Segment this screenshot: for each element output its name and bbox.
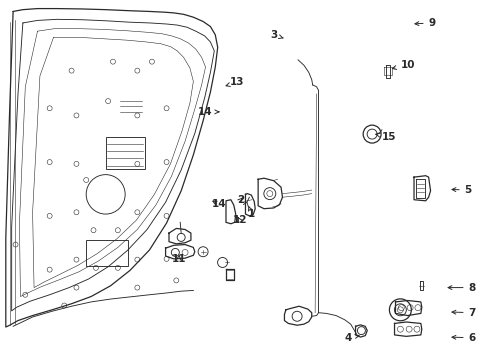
Text: 14: 14 xyxy=(211,199,226,210)
Text: 2: 2 xyxy=(237,195,244,205)
Text: 6: 6 xyxy=(451,333,475,343)
Text: 7: 7 xyxy=(451,308,475,318)
Text: 15: 15 xyxy=(375,132,396,142)
Bar xyxy=(105,137,144,169)
Text: 11: 11 xyxy=(171,254,185,264)
Text: 14: 14 xyxy=(198,107,219,117)
Text: 3: 3 xyxy=(270,30,283,40)
Text: 13: 13 xyxy=(225,77,244,87)
Bar xyxy=(86,240,127,266)
Text: 10: 10 xyxy=(391,59,414,69)
Text: 5: 5 xyxy=(451,185,471,195)
Text: 4: 4 xyxy=(344,333,358,343)
Text: 12: 12 xyxy=(232,215,246,225)
Text: 1: 1 xyxy=(248,206,255,219)
Text: 8: 8 xyxy=(447,283,475,293)
Text: 9: 9 xyxy=(414,18,435,28)
